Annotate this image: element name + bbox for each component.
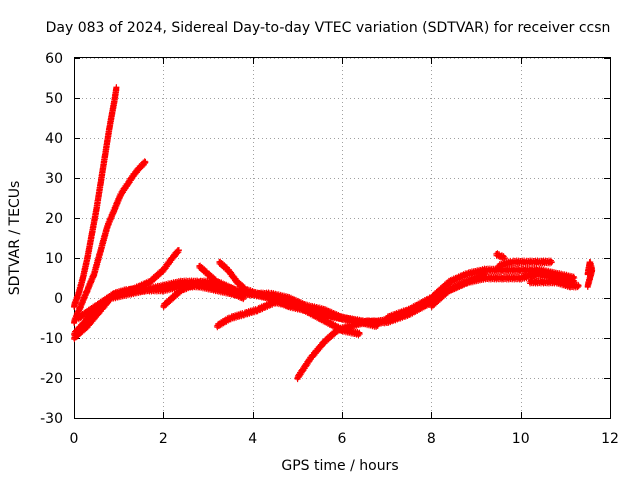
x-tick-label: 10: [512, 431, 530, 447]
data-point: [575, 283, 582, 289]
track-right-i: [383, 265, 578, 323]
data-point: [142, 159, 149, 165]
track-steep-b: [71, 158, 149, 327]
y-tick-label: 60: [45, 51, 63, 67]
data-point: [584, 271, 591, 277]
track-right-m: [584, 259, 596, 291]
chart-title: Day 083 of 2024, Sidereal Day-to-day VTE…: [46, 20, 611, 36]
y-tick-label: 30: [45, 171, 63, 187]
data-point: [502, 255, 509, 261]
data-point: [113, 85, 120, 91]
track-right-k: [495, 257, 555, 271]
x-tick-label: 12: [601, 431, 619, 447]
y-tick-label: 20: [45, 211, 63, 227]
y-tick-label: -10: [40, 331, 63, 347]
track-steep-a: [71, 84, 120, 311]
x-tick-label: 4: [248, 431, 257, 447]
grid-lines: [74, 58, 611, 419]
y-tick-label: 40: [45, 131, 63, 147]
track-right-l: [493, 250, 509, 262]
track-curve-c: [75, 247, 182, 323]
x-tick-label: 0: [70, 431, 79, 447]
track-low-g: [213, 269, 488, 331]
data-points: [71, 84, 596, 383]
x-tick-label: 8: [427, 431, 436, 447]
x-tick-label: 6: [338, 431, 347, 447]
y-tick-label: -30: [40, 411, 63, 427]
y-tick-label: -20: [40, 371, 63, 387]
y-tick-label: 0: [54, 291, 63, 307]
y-tick-label: 10: [45, 251, 63, 267]
plot-frame: [74, 57, 611, 419]
y-tick-label: 50: [45, 91, 63, 107]
track-right-n: [526, 277, 582, 291]
track-right-j: [428, 269, 578, 311]
data-point: [356, 331, 363, 337]
x-tick-label: 2: [159, 431, 168, 447]
x-axis-label: GPS time / hours: [281, 458, 398, 474]
y-axis-label: SDTVAR / TECUs: [7, 181, 23, 296]
data-point: [240, 295, 247, 301]
data-point: [548, 259, 555, 265]
track-drop-e: [196, 262, 247, 303]
axis-ticks: [74, 58, 611, 419]
data-point: [175, 247, 182, 253]
track-low-h: [294, 318, 368, 383]
data-point: [361, 319, 368, 325]
